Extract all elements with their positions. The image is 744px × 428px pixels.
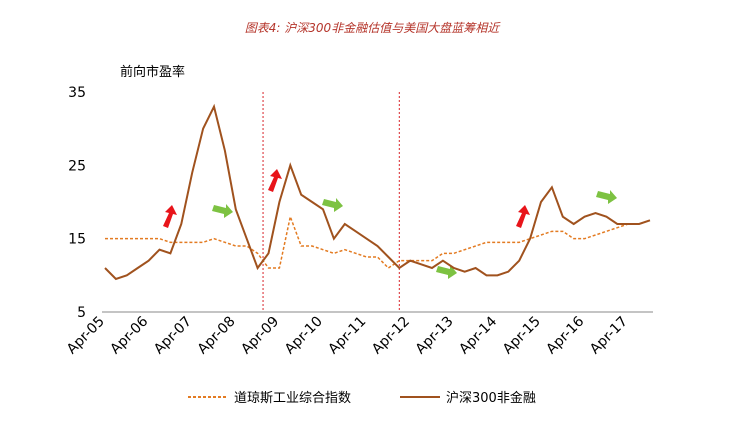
x-tick-label: Apr-06 [107, 313, 151, 357]
x-tick-label: Apr-07 [151, 314, 195, 358]
series-line [105, 213, 651, 269]
x-tick-label: Apr-12 [369, 314, 413, 358]
y-tick-label: 35 [68, 85, 86, 101]
x-tick-label: Apr-10 [282, 314, 326, 358]
series-line [104, 103, 651, 281]
x-tick-label: Apr-14 [456, 313, 500, 357]
x-tick-label: Apr-11 [325, 314, 369, 358]
annotation-arrows [163, 169, 617, 279]
y-tick-label: 5 [77, 305, 86, 321]
y-tick-label: 15 [68, 232, 86, 248]
x-tick-label: Apr-09 [238, 314, 282, 358]
x-tick-label: Apr-17 [587, 314, 631, 358]
x-tick-label: Apr-08 [195, 314, 239, 358]
y-axis-label: 前向市盈率 [120, 64, 185, 80]
chart-title: 图表4: 沪深300非金融估值与美国大盘蓝筹相近 [245, 21, 501, 35]
y-tick-label: 25 [68, 158, 86, 174]
x-tick-label: Apr-16 [543, 313, 587, 357]
legend-label: 道琼斯工业综合指数 [234, 391, 351, 406]
x-tick-label: Apr-15 [500, 314, 544, 358]
x-tick-label: Apr-13 [413, 314, 457, 358]
legend-label: 沪深300非金融 [446, 390, 536, 406]
